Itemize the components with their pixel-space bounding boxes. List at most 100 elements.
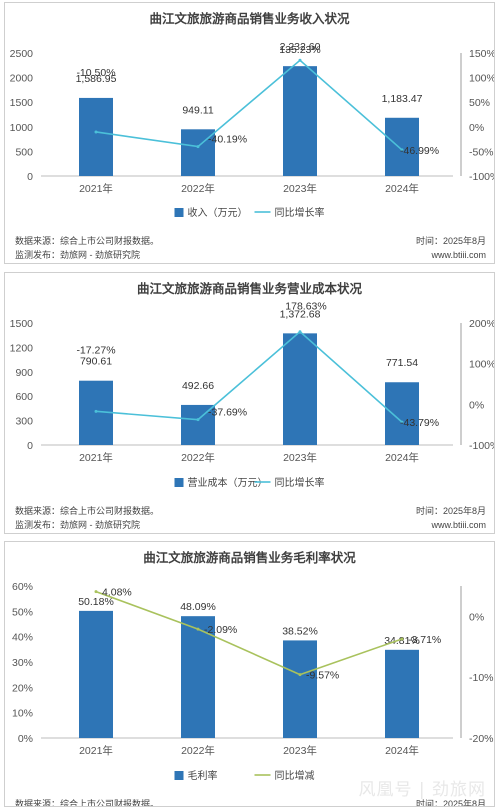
y-tick-label: 50% [12,606,33,618]
growth-value-label: -3.71% [408,634,441,646]
site-text: www.btiii.com [430,250,486,260]
y-tick-label: 1000 [10,122,34,134]
growth-point [400,637,404,641]
time-text: 时间：2025年8月 [416,798,486,806]
x-tick-label: 2021年 [79,744,113,757]
growth-point [196,418,200,422]
y2-tick-label: 100% [469,73,494,85]
margin-chart: 曲江文旅旅游商品销售业务毛利率状况 0% 10% 20% 30% 40% 50% 60% -20… [12,550,494,806]
bar-value-label: 949.11 [182,104,213,116]
bar-value-label: 771.54 [386,357,418,369]
growth-point [196,145,200,149]
y2-tick-label: 50% [469,97,490,109]
bar-value-label: 48.09% [180,601,216,613]
bar-value-label: 492.66 [182,380,214,392]
bar-value-label: 1,372.68 [280,308,321,320]
growth-value-label: -9.57% [306,670,339,682]
x-tick-label: 2023年 [283,451,317,464]
cost-chart-panel: 曲江文旅旅游商品销售业务营业成本状况 0 300 600 900 1200 1500 -100… [4,272,495,534]
margin-chart-panel: 曲江文旅旅游商品销售业务毛利率状况 0% 10% 20% 30% 40% 50% 60% -20… [4,541,495,807]
site-text: www.btiii.com [430,520,486,530]
growth-point [196,627,200,631]
growth-value-label: 178.63% [285,301,326,313]
y-tick-label: 1500 [10,318,34,330]
bar [181,616,215,738]
revenue-chart: 曲江文旅旅游商品销售业务收入状况 0 500 1000 1500 2000 2500 -100… [10,11,494,260]
growth-value-label: 4.08% [102,587,132,599]
x-tick-label: 2024年 [385,182,419,195]
chart-title: 曲江文旅旅游商品销售业务营业成本状况 [137,281,363,296]
y2-tick-label: 150% [469,48,494,60]
growth-point [400,420,404,424]
growth-point [400,148,404,152]
growth-value-label: 135.23% [279,44,320,56]
y2-tick-label: 100% [469,359,494,371]
growth-value-label: -46.99% [400,145,439,157]
legend-line-label: 同比增长率 [275,476,325,489]
legend-bar-label: 收入（万元） [188,206,248,219]
y-tick-label: 1500 [10,97,34,109]
y-tick-label: 0 [27,440,33,452]
growth-point [298,58,302,62]
time-text: 时间：2025年8月 [416,505,486,516]
watermark-text: 风凰号 | 劲旅网 [358,780,486,800]
y-tick-label: 30% [12,657,33,669]
legend-bar-label: 毛利率 [188,769,218,782]
bar [283,66,317,176]
bar-value-label: 2,232.60 [280,41,321,53]
legend-bar-swatch [174,478,184,487]
growth-point [94,130,98,134]
y-tick-label: 0 [27,171,33,183]
bar-value-label: 790.61 [80,356,112,368]
legend-line-label: 同比增减 [275,769,315,782]
growth-line [95,330,403,423]
growth-value-label: -17.27% [76,344,115,356]
y-tick-label: 40% [12,632,33,644]
growth-value-label: -37.69% [208,407,247,419]
y2-tick-label: 0% [469,611,484,623]
growth-point [298,673,302,677]
bar [79,610,113,738]
y2-tick-label: -100% [469,171,494,183]
y2-tick-label: 200% [469,318,494,330]
y-tick-label: 900 [15,367,33,379]
growth-point [94,409,98,413]
legend-bar-swatch [174,771,184,780]
y2-tick-label: -50% [469,146,494,158]
growth-line [95,59,403,151]
revenue-chart-panel: 曲江文旅旅游商品销售业务收入状况 0 500 1000 1500 2000 2500 -100… [4,2,495,264]
bar-value-label: 1,183.47 [382,93,423,105]
bar-value-label: 38.52% [282,625,318,637]
growth-point [298,330,302,334]
x-tick-label: 2023年 [283,182,317,195]
growth-line [95,590,403,676]
legend-line-label: 同比增长率 [275,206,325,219]
y-tick-label: 600 [15,391,33,403]
growth-value-label: -2.09% [204,624,237,636]
x-tick-label: 2024年 [385,744,419,757]
publisher-text: 监测发布：劲旅网 - 劲旅研究院 [15,519,140,530]
y-tick-label: 1200 [10,342,34,354]
chart-title: 曲江文旅旅游商品销售业务收入状况 [149,11,350,26]
x-tick-label: 2023年 [283,744,317,757]
bar [385,382,419,445]
y-tick-label: 500 [15,146,33,158]
y-tick-label: 60% [12,581,33,593]
bar [283,640,317,738]
growth-value-label: -40.19% [208,134,247,146]
y-tick-label: 20% [12,682,33,694]
legend-bar-swatch [174,208,184,217]
y-tick-label: 10% [12,708,33,720]
y2-tick-label: -100% [469,440,494,452]
x-tick-label: 2021年 [79,451,113,464]
y2-tick-label: 0% [469,399,484,411]
x-tick-label: 2021年 [79,182,113,195]
bar-value-label: 1,586.95 [76,73,117,85]
chart-title: 曲江文旅旅游商品销售业务毛利率状况 [143,550,356,565]
bar [283,333,317,445]
y-tick-label: 2000 [10,73,34,85]
bar-value-label: 50.18% [78,596,114,608]
cost-chart: 曲江文旅旅游商品销售业务营业成本状况 0 300 600 900 1200 1500 -100… [10,281,494,530]
publisher-text: 监测发布：劲旅网 - 劲旅研究院 [15,249,140,260]
growth-point [94,590,98,594]
